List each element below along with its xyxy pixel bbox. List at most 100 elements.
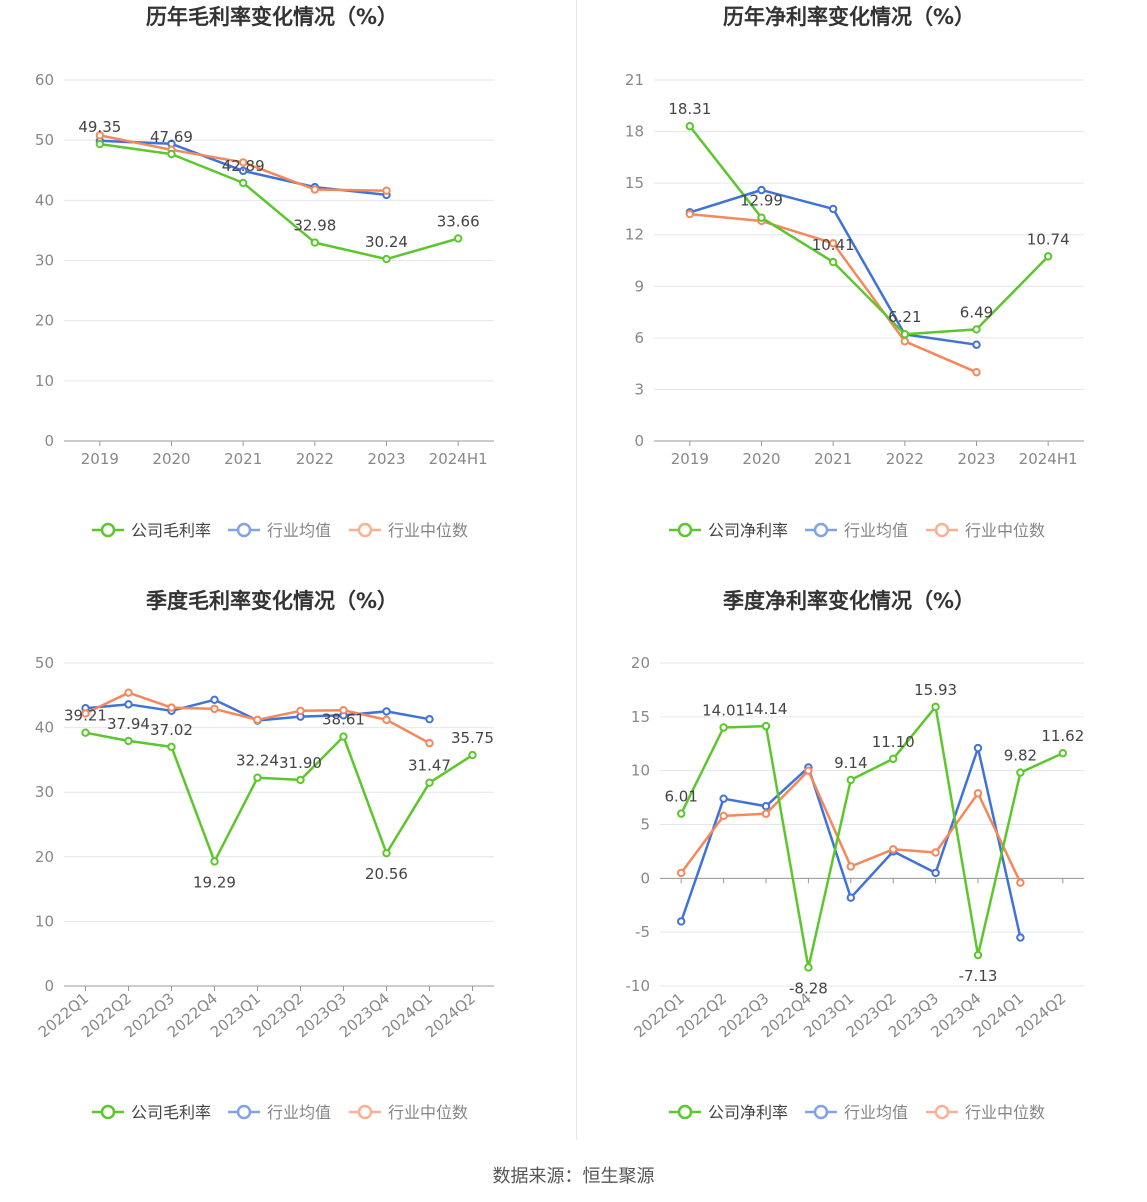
data-label: 42.89 [222, 157, 265, 175]
legend-item-company[interactable]: 公司净利率 [669, 1103, 788, 1122]
data-point-avg[interactable] [426, 716, 432, 722]
data-label: 32.24 [236, 752, 279, 770]
data-point-company[interactable] [211, 858, 217, 864]
data-point-avg[interactable] [830, 206, 836, 212]
data-point-median[interactable] [902, 338, 908, 344]
chart-svg: 历年毛利率变化情况（%） 0 10 20 30 40 50 60 2019 2020 2021 202… [0, 0, 576, 582]
x-tick-label: 2019 [671, 450, 709, 468]
data-point-company[interactable] [254, 775, 260, 781]
data-point-company[interactable] [1017, 769, 1023, 775]
data-point-company[interactable] [975, 952, 981, 958]
legend-item-company[interactable]: 公司净利率 [669, 521, 788, 540]
data-point-company[interactable] [455, 235, 461, 241]
legend-item-company[interactable]: 公司毛利率 [92, 521, 211, 540]
data-point-company[interactable] [932, 704, 938, 710]
data-point-median[interactable] [687, 211, 693, 217]
data-point-company[interactable] [902, 331, 908, 337]
legend-item-median[interactable]: 行业中位数 [926, 521, 1045, 540]
x-tick-label: 2023 [367, 450, 405, 468]
data-point-median[interactable] [426, 740, 432, 746]
data-point-avg[interactable] [1017, 934, 1023, 940]
y-tick-label: 40 [35, 719, 54, 737]
legend-item-median[interactable]: 行业中位数 [349, 1103, 468, 1122]
data-label: 6.01 [664, 788, 697, 806]
data-point-median[interactable] [932, 849, 938, 855]
data-point-company[interactable] [383, 256, 389, 262]
data-label: 31.47 [408, 757, 451, 775]
legend-item-avg[interactable]: 行业均值 [228, 1103, 331, 1122]
data-point-median[interactable] [383, 188, 389, 194]
data-point-company[interactable] [687, 123, 693, 129]
data-point-company[interactable] [240, 180, 246, 186]
data-point-median[interactable] [973, 369, 979, 375]
data-point-median[interactable] [383, 717, 389, 723]
data-point-company[interactable] [168, 151, 174, 157]
x-tick-label: 2021 [224, 450, 262, 468]
data-point-company[interactable] [890, 756, 896, 762]
data-point-company[interactable] [426, 780, 432, 786]
data-point-company[interactable] [297, 777, 303, 783]
data-point-company[interactable] [383, 850, 389, 856]
data-point-median[interactable] [848, 863, 854, 869]
legend-item-avg[interactable]: 行业均值 [805, 1103, 908, 1122]
data-point-median[interactable] [211, 706, 217, 712]
data-label: 6.21 [888, 308, 921, 326]
legend-item-median[interactable]: 行业中位数 [349, 521, 468, 540]
data-point-avg[interactable] [763, 803, 769, 809]
data-point-median[interactable] [254, 717, 260, 723]
y-tick-label: 50 [35, 131, 54, 149]
data-point-median[interactable] [312, 186, 318, 192]
data-point-company[interactable] [805, 964, 811, 970]
legend-item-avg[interactable]: 行业均值 [228, 521, 331, 540]
data-point-company[interactable] [125, 738, 131, 744]
data-point-median[interactable] [678, 870, 684, 876]
data-point-median[interactable] [1017, 879, 1023, 885]
data-point-company[interactable] [678, 810, 684, 816]
data-point-median[interactable] [805, 767, 811, 773]
data-point-company[interactable] [848, 777, 854, 783]
data-point-company[interactable] [758, 214, 764, 220]
data-point-median[interactable] [975, 790, 981, 796]
data-label: 39.21 [64, 707, 107, 725]
data-label: 18.31 [668, 100, 711, 118]
data-point-avg[interactable] [848, 895, 854, 901]
data-point-company[interactable] [830, 259, 836, 265]
legend-item-company[interactable]: 公司毛利率 [92, 1103, 211, 1122]
legend-item-avg[interactable]: 行业均值 [805, 521, 908, 540]
data-point-company[interactable] [763, 723, 769, 729]
data-point-company[interactable] [1060, 750, 1066, 756]
x-tick-label: 2020 [742, 450, 780, 468]
data-point-median[interactable] [763, 811, 769, 817]
data-point-avg[interactable] [383, 708, 389, 714]
data-source-note: 数据来源：恒生聚源 [0, 1162, 1147, 1188]
data-point-avg[interactable] [973, 342, 979, 348]
data-point-company[interactable] [168, 744, 174, 750]
data-point-company[interactable] [82, 730, 88, 736]
data-point-median[interactable] [720, 813, 726, 819]
data-label: 10.74 [1027, 230, 1070, 248]
data-point-median[interactable] [168, 704, 174, 710]
data-point-company[interactable] [1045, 253, 1051, 259]
data-point-avg[interactable] [975, 745, 981, 751]
legend-item-median[interactable]: 行业中位数 [926, 1103, 1045, 1122]
data-point-avg[interactable] [720, 795, 726, 801]
data-point-avg[interactable] [932, 870, 938, 876]
data-point-avg[interactable] [211, 697, 217, 703]
series-line-company [86, 733, 473, 862]
data-label: 11.62 [1041, 727, 1084, 745]
data-point-company[interactable] [340, 733, 346, 739]
data-point-median[interactable] [125, 690, 131, 696]
data-point-company[interactable] [469, 752, 475, 758]
data-point-company[interactable] [97, 141, 103, 147]
data-point-company[interactable] [312, 239, 318, 245]
data-point-median[interactable] [297, 708, 303, 714]
data-label: 35.75 [451, 729, 494, 747]
data-point-median[interactable] [890, 846, 896, 852]
data-point-company[interactable] [973, 326, 979, 332]
data-point-company[interactable] [720, 724, 726, 730]
data-point-avg[interactable] [678, 918, 684, 924]
x-tick-label: 2022 [296, 450, 334, 468]
y-tick-label: 3 [634, 380, 644, 398]
data-point-avg[interactable] [125, 701, 131, 707]
y-tick-label: 10 [35, 912, 54, 930]
